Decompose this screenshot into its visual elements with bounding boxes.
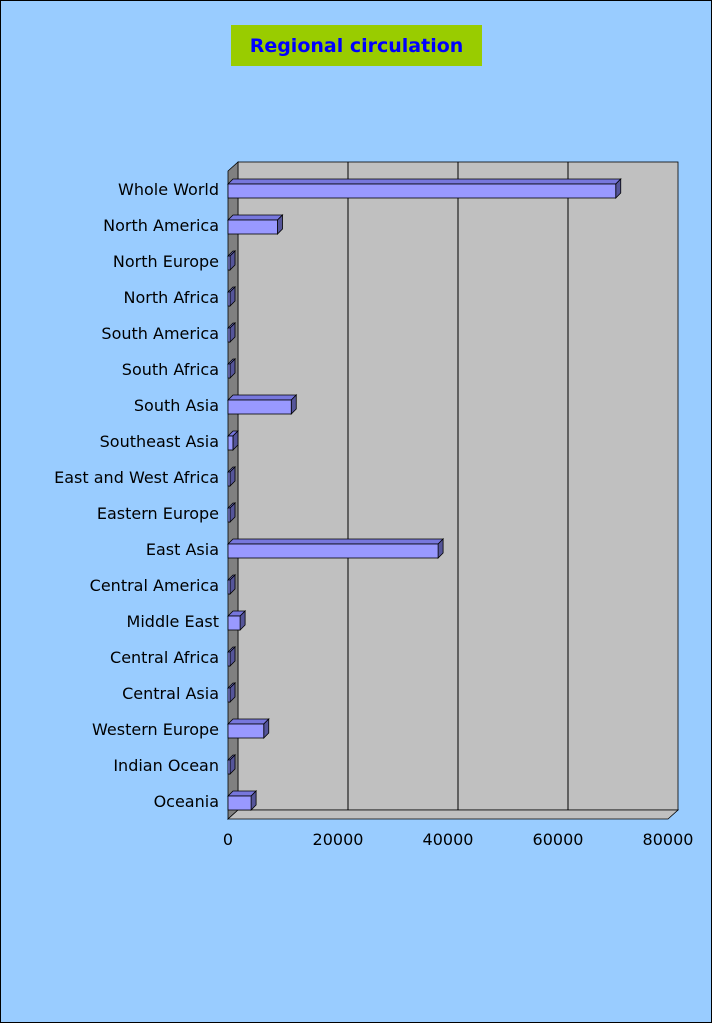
bar-front-face [227,327,231,343]
bar [227,538,445,559]
bar [227,286,236,307]
category-label: Central Asia [122,684,219,703]
bar [227,394,298,415]
bar [227,754,236,775]
bar-front-face [227,723,265,739]
bar-front-face [227,615,241,631]
bar-front-face [227,183,617,199]
bar-front-face [227,795,252,811]
bar-front-face [227,363,231,379]
bar [227,466,236,487]
bar [227,250,236,271]
bars [227,178,622,811]
bar-top-face [227,394,298,401]
category-label: North Europe [113,252,219,271]
category-label: Whole World [118,180,219,199]
bar-front-face [227,651,231,667]
bar-front-face [227,219,278,235]
bar-front-face [227,579,231,595]
category-label: South Asia [134,396,219,415]
bar-top-face [227,538,445,545]
x-tick-label: 80000 [643,830,694,849]
bar-front-face [227,255,231,271]
category-label: Western Europe [92,720,219,739]
bar-front-face [227,507,231,523]
chart-title: Regional circulation [249,34,464,57]
category-label: East and West Africa [54,468,219,487]
bar [227,214,284,235]
bar [227,646,236,667]
category-label: Middle East [127,612,219,631]
category-label: North America [103,216,219,235]
category-label: Central Africa [110,648,219,667]
x-tick-label: 0 [223,830,233,849]
bar [227,322,236,343]
bar [227,610,247,631]
bar [227,682,236,703]
bar [227,718,270,739]
plot-area [226,161,680,820]
bar-front-face [227,435,234,451]
bar [227,790,258,811]
category-label: Central America [90,576,219,595]
category-label: Indian Ocean [113,756,219,775]
category-label: North Africa [124,288,219,307]
category-label: Southeast Asia [100,432,219,451]
category-label: East Asia [146,540,219,559]
bar-front-face [227,471,231,487]
bar-top-face [227,214,284,221]
x-axis-ticks: 0 20000 40000 60000 80000 [223,830,694,849]
plot-floor [226,809,680,820]
bar-top-face [227,178,622,185]
bar [227,358,236,379]
bar-front-face [227,687,231,703]
bar-front-face [227,543,439,559]
category-label: South America [101,324,219,343]
bar [227,178,622,199]
x-tick-label: 40000 [423,830,474,849]
x-tick-label: 20000 [313,830,364,849]
category-label: Eastern Europe [97,504,219,523]
bar [227,502,236,523]
x-tick-label: 60000 [533,830,584,849]
bar-top-face [227,718,270,725]
category-label: South Africa [122,360,219,379]
bar [227,430,239,451]
bar-front-face [227,291,231,307]
gridlines [347,162,569,810]
category-label: Oceania [154,792,219,811]
category-labels: Whole World North America North Europe Nort… [54,180,219,811]
bar-front-face [227,399,292,415]
bar-front-face [227,759,231,775]
bar [227,574,236,595]
chart-title-box: Regional circulation [231,25,482,66]
